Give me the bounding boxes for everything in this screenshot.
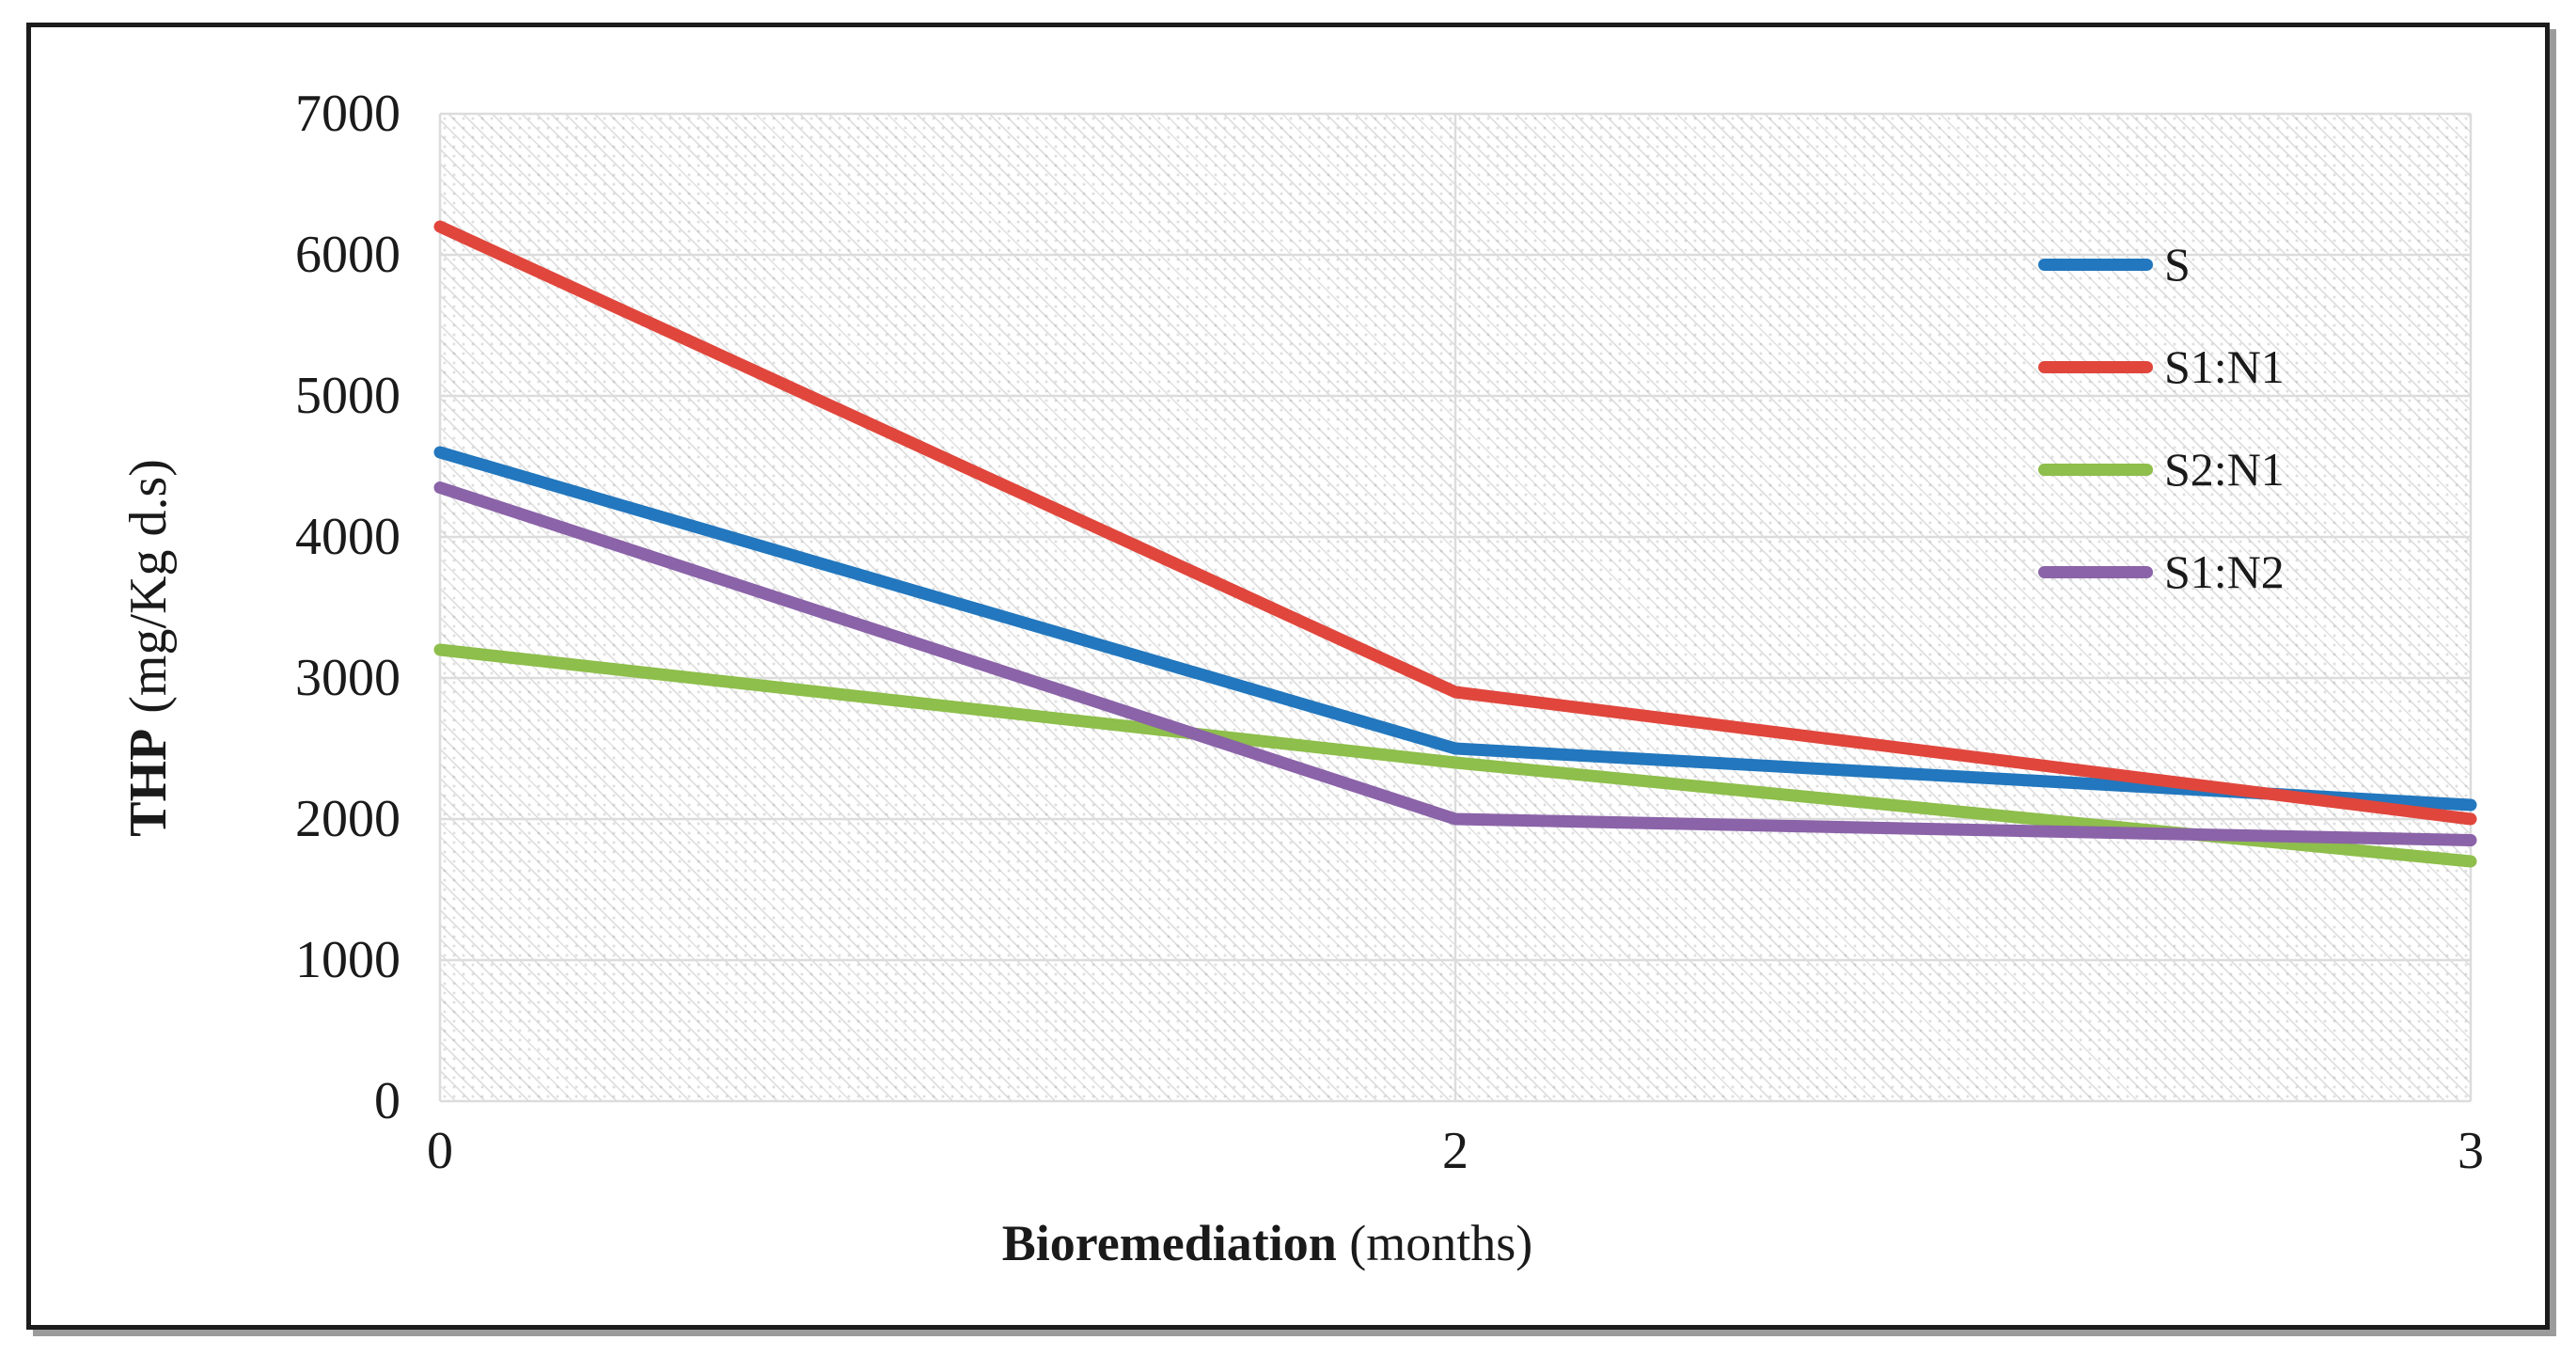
y-tick-label: 4000 bbox=[295, 508, 401, 566]
y-tick-label: 7000 bbox=[295, 85, 401, 143]
legend-item-S: S bbox=[2038, 234, 2191, 294]
y-tick-label: 1000 bbox=[295, 931, 401, 989]
gridlines bbox=[438, 112, 2473, 1103]
x-axis-title-bold: Bioremediation bbox=[1001, 1215, 1337, 1271]
legend-swatch bbox=[2038, 463, 2153, 476]
y-tick-label: 3000 bbox=[295, 649, 401, 707]
legend-swatch bbox=[2038, 360, 2153, 373]
legend-swatch bbox=[2038, 258, 2153, 271]
x-axis-title: Bioremediation (months) bbox=[1002, 1214, 1532, 1272]
series-line-S bbox=[433, 446, 2477, 812]
y-tick-label: 5000 bbox=[295, 367, 401, 425]
y-tick-label: 0 bbox=[374, 1072, 401, 1130]
series-line-S1:N2 bbox=[433, 481, 2477, 846]
chart-canvas bbox=[433, 112, 2477, 1103]
legend-label: S1:N2 bbox=[2164, 545, 2285, 598]
legend-item-S1:N2: S1:N2 bbox=[2038, 542, 2285, 602]
series-line-S1:N1 bbox=[433, 220, 2477, 826]
legend-item-S2:N1: S2:N1 bbox=[2038, 439, 2285, 499]
x-tick-label: 2 bbox=[1442, 1122, 1469, 1180]
y-tick-label: 2000 bbox=[295, 790, 401, 848]
plot-area bbox=[433, 112, 2477, 1103]
legend-label: S2:N1 bbox=[2164, 443, 2285, 496]
x-tick-label: 3 bbox=[2458, 1122, 2484, 1180]
y-tick-label: 6000 bbox=[295, 226, 401, 284]
chart-figure: THP(mg/Kg d.s) 0 1000 2000 3000 4000 5000 6000… bbox=[26, 23, 2550, 1330]
legend-swatch bbox=[2038, 565, 2153, 578]
legend-label: S1:N1 bbox=[2164, 340, 2285, 393]
x-tick-label: 0 bbox=[427, 1122, 453, 1180]
legend-item-S1:N1: S1:N1 bbox=[2038, 337, 2285, 397]
legend-label: S bbox=[2164, 238, 2191, 291]
x-axis-title-units: (months) bbox=[1349, 1215, 1533, 1271]
